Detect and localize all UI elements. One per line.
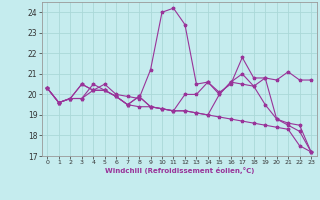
X-axis label: Windchill (Refroidissement éolien,°C): Windchill (Refroidissement éolien,°C) xyxy=(105,167,254,174)
